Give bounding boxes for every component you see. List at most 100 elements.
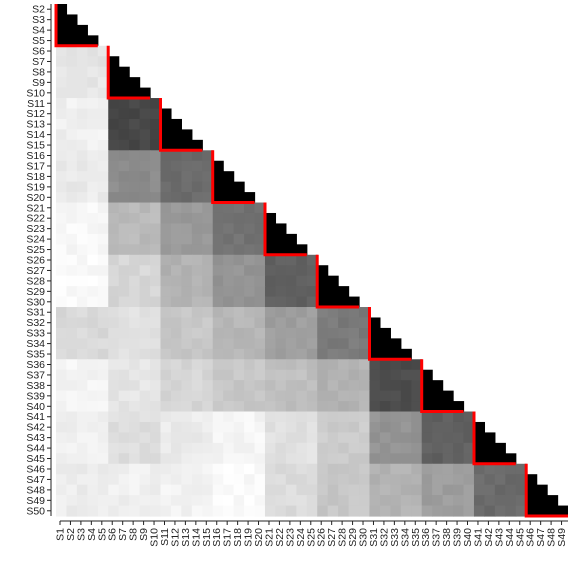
heatmap-cell-S47-S28 [338,474,350,486]
heatmap-cell-S46-S29 [348,463,360,475]
heatmap-cell-S46-S15 [202,463,214,475]
heatmap-cell-S46-S11 [160,463,172,475]
heatmap-cell-S46-S22 [275,463,287,475]
heatmap-cell-S40-S18 [233,401,245,413]
heatmap-cell-S27-S20 [254,265,266,277]
heatmap-cell-S35-S19 [244,348,256,360]
heatmap-cell-S33-S28 [338,327,350,339]
heatmap-cell-S38-S21 [264,380,277,392]
heatmap-cell-S50-S48 [547,505,559,517]
heatmap-cells [56,4,568,517]
heatmap-cell-S22-S11 [160,212,172,225]
heatmap-cell-S43-S26 [317,432,329,444]
heatmap-cell-S32-S11 [160,317,172,329]
heatmap-cell-S6-S1 [56,45,68,57]
heatmap-cell-S30-S26 [317,296,329,308]
heatmap-cell-S10-S3 [76,87,88,99]
heatmap-cell-S35-S21 [264,348,277,360]
heatmap-cell-S38-S24 [296,380,308,392]
heatmap-cell-S48-S9 [139,484,151,496]
heatmap-cell-S37-S26 [317,369,329,381]
heatmap-cell-S49-S26 [317,495,329,507]
heatmap-cell-S47-S18 [233,474,245,486]
x-tick-label-S22: S22 [274,528,286,547]
heatmap-cell-S45-S36 [421,453,433,465]
heatmap-cell-S12-S5 [97,108,109,120]
heatmap-cell-S49-S1 [56,495,68,507]
heatmap-cell-S33-S26 [317,327,329,339]
heatmap-cell-S19-S18 [233,181,245,193]
heatmap-cell-S39-S7 [118,390,130,402]
heatmap-cell-S14-S10 [150,129,162,141]
heatmap-cell-S38-S25 [306,380,318,392]
heatmap-cell-S41-S25 [306,411,318,423]
heatmap-cell-S28-S14 [191,275,203,287]
heatmap-cell-S42-S37 [432,421,444,434]
heatmap-cell-S23-S15 [202,223,214,235]
heatmap-cell-S45-S22 [275,453,287,465]
heatmap-cell-S35-S23 [285,348,297,360]
heatmap-cell-S3-S2 [66,14,78,26]
heatmap-cell-S32-S31 [369,317,381,329]
heatmap-cell-S28-S21 [264,275,277,287]
heatmap-cell-S11-S3 [76,98,88,110]
heatmap-cell-S43-S21 [264,432,277,444]
heatmap-cell-S36-S23 [285,359,297,371]
heatmap-cell-S29-S4 [87,286,99,298]
heatmap-cell-S35-S13 [181,348,193,360]
heatmap-cell-S31-S26 [317,307,329,319]
heatmap-cell-S33-S10 [150,327,162,339]
heatmap-cell-S42-S9 [139,421,151,434]
heatmap-cell-S38-S13 [181,380,193,392]
heatmap-cell-S48-S2 [66,484,78,496]
heatmap-cell-S48-S20 [254,484,266,496]
heatmap-cell-S42-S19 [244,421,256,434]
heatmap-cell-S31-S16 [212,307,224,319]
heatmap-cell-S20-S19 [244,192,256,204]
heatmap-cell-S48-S21 [264,484,277,496]
y-tick-label-S35: S35 [26,349,45,361]
y-tick-label-S43: S43 [26,432,45,444]
heatmap-cell-S44-S31 [369,442,381,454]
heatmap-cell-S50-S37 [432,505,444,517]
heatmap-cell-S45-S41 [473,453,486,465]
heatmap-cell-S23-S7 [118,223,130,235]
heatmap-cell-S41-S23 [285,411,297,423]
heatmap-cell-S20-S5 [97,192,109,204]
heatmap-cell-S46-S38 [442,463,454,475]
heatmap-cell-S39-S26 [317,390,329,402]
heatmap-cell-S27-S18 [233,265,245,277]
heatmap-cell-S28-S26 [317,275,329,287]
heatmap-cell-S32-S16 [212,317,224,329]
x-tick-label-S48: S48 [546,528,558,547]
heatmap-cell-S37-S29 [348,369,360,381]
heatmap-cell-S13-S4 [87,118,99,130]
heatmap-cell-S39-S30 [359,390,371,402]
heatmap-cell-S15-S2 [66,139,78,151]
heatmap-cell-S36-S29 [348,359,360,371]
heatmap-cell-S41-S2 [66,411,78,423]
heatmap-cell-S24-S9 [139,233,151,245]
heatmap-cell-S35-S25 [306,348,318,360]
heatmap-cell-S44-S8 [129,442,141,454]
heatmap-cell-S28-S3 [76,275,88,287]
heatmap-cell-S49-S27 [327,495,339,507]
heatmap-cell-S46-S35 [411,463,423,475]
heatmap-cell-S49-S2 [66,495,78,507]
heatmap-cell-S40-S10 [150,401,162,413]
heatmap-cell-S16-S9 [139,150,151,162]
heatmap-cell-S41-S26 [317,411,329,423]
heatmap-cell-S12-S11 [160,108,172,120]
heatmap-cell-S20-S16 [212,192,224,204]
heatmap-cell-S30-S1 [56,296,68,308]
heatmap-cell-S23-S11 [160,223,172,235]
heatmap-cell-S46-S16 [212,463,224,475]
heatmap-cell-S47-S26 [317,474,329,486]
y-tick-label-S41: S41 [26,411,45,423]
heatmap-cell-S21-S5 [97,202,109,214]
heatmap-cell-S35-S7 [118,348,130,360]
heatmap-cell-S37-S12 [170,369,182,381]
heatmap-cell-S7-S4 [87,56,99,68]
heatmap-cell-S24-S12 [170,233,182,245]
heatmap-cell-S49-S40 [463,495,475,507]
